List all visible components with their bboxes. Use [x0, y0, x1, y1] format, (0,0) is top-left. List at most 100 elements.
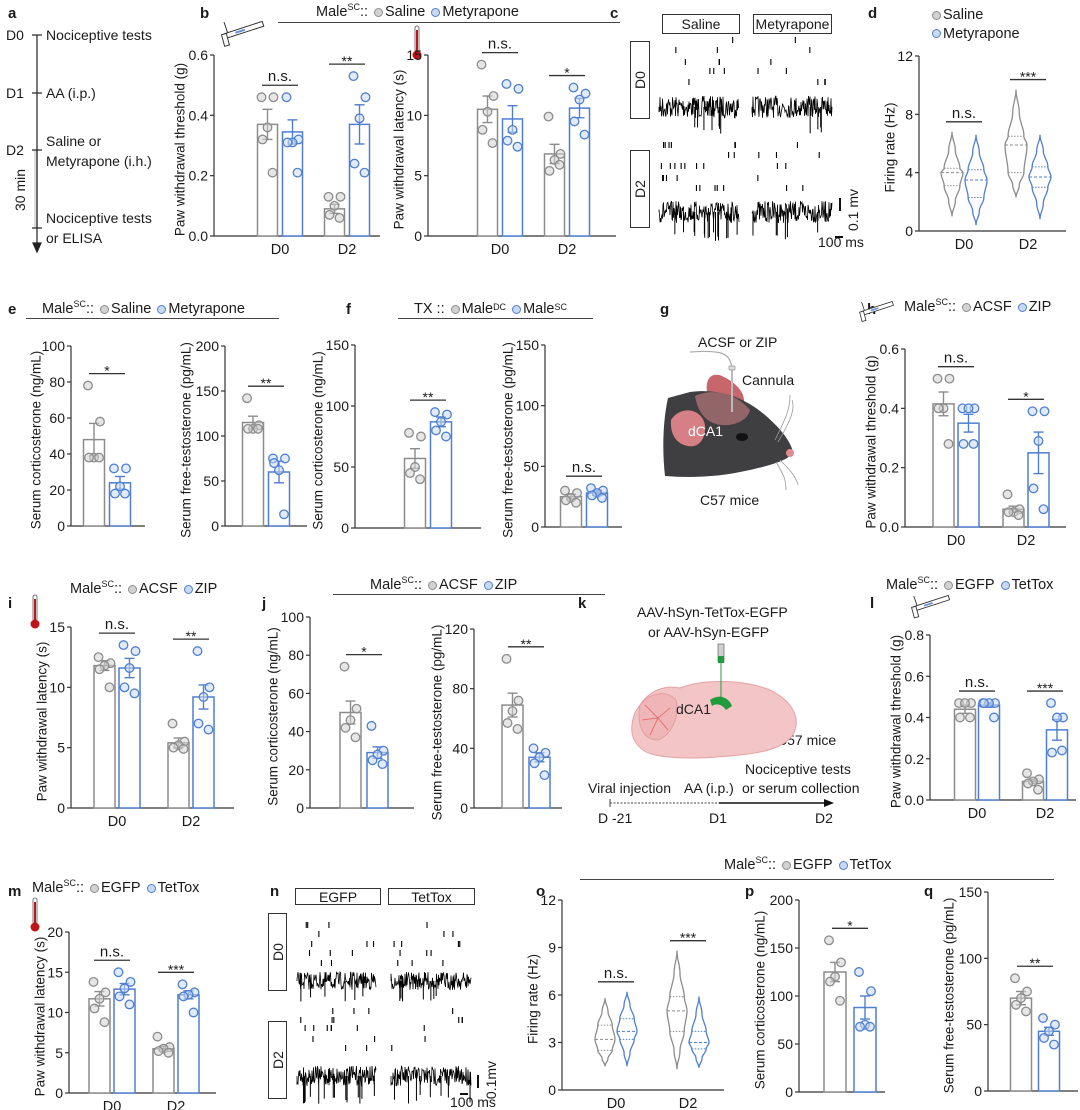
y-tick-label: 20 [288, 762, 304, 778]
electrophysiology-traces [296, 37, 833, 1104]
y-tick-label: 0.4 [880, 400, 900, 416]
significance-label: * [847, 917, 853, 933]
panel-label-k: k [578, 595, 587, 612]
data-point [1023, 778, 1033, 789]
data-point [152, 1031, 163, 1042]
data-point [84, 452, 94, 463]
data-point [153, 1046, 164, 1057]
bar-zip [957, 422, 980, 528]
violin-egfp [666, 950, 688, 1070]
y-axis-label: Paw withdrawal latency (s) [392, 70, 407, 230]
y-tick-label: 15 [47, 964, 63, 980]
data-point [360, 92, 371, 103]
violin-saline [940, 131, 964, 217]
y-tick-label: 150 [196, 383, 220, 399]
legend-group: MaleSC:: [316, 3, 368, 20]
data-point [436, 416, 446, 427]
data-point [501, 79, 512, 89]
data-point [597, 492, 607, 503]
y-tick-label: 0 [57, 518, 65, 534]
legend-item-label: Metyrapone [943, 25, 1020, 42]
legend-item: ACSF [422, 578, 478, 593]
tubing [689, 350, 733, 369]
data-point [1038, 1013, 1048, 1023]
timeline-day: D2 [815, 810, 833, 826]
violin-tettox [688, 996, 710, 1068]
panel-label-q: q [924, 883, 934, 900]
data-point [405, 468, 415, 479]
data-point [965, 712, 975, 723]
y-tick-label: 10 [47, 1005, 63, 1021]
data-point [119, 983, 130, 994]
data-point [968, 438, 979, 449]
legend-item: EGFP [84, 880, 141, 896]
legend-item: TetTox [141, 880, 200, 896]
y-tick-label: 10 [49, 679, 65, 695]
legend-item-label: EGFP [101, 880, 141, 896]
y-tick-label: 0.2 [905, 751, 925, 767]
legend-item-label: EGFP [793, 857, 833, 873]
y-tick-label: 200 [770, 892, 794, 908]
legend-e: MaleSC:: Saline Metyrapone [42, 300, 245, 317]
x-category-label: D0 [271, 242, 290, 258]
data-point [100, 987, 111, 998]
y-tick-label: 5 [414, 168, 422, 184]
significance-label: * [361, 644, 367, 660]
violin-egfp [594, 998, 616, 1067]
data-point [512, 141, 523, 152]
x-category-label: D0 [947, 533, 966, 549]
legend-group: MaleSC:: [70, 580, 122, 597]
spike-trace [296, 1065, 377, 1087]
data-point [167, 718, 178, 729]
data-point [163, 1047, 174, 1058]
legend-h: MaleSC:: ACSF ZIP [904, 298, 1051, 315]
x-category-label: D0 [491, 242, 510, 258]
x-category-label: D2 [338, 242, 357, 258]
legend-divider [333, 594, 605, 596]
x-category-label: D2 [558, 242, 577, 258]
data-point [1013, 510, 1024, 521]
spike-trace [296, 971, 377, 991]
data-point [960, 698, 970, 709]
data-point [94, 452, 104, 463]
x-category-label: D0 [103, 1099, 122, 1110]
y-tick-label: 120 [445, 621, 469, 637]
region-label: dCA1 [676, 701, 711, 717]
y-axis-label: Serum corticosterone (ng/mL) [753, 911, 768, 1090]
chart-o: 0 3 6 9 12 Firing rate (Hz) D0 n.s. D2 *** [526, 892, 724, 1110]
panel-label-o: o [536, 883, 546, 900]
timeline-day: D1 [709, 810, 727, 826]
legend-group: MaleSC:: [904, 298, 956, 315]
data-point [442, 409, 452, 420]
data-point [349, 158, 360, 169]
y-tick-label: 200 [196, 338, 220, 354]
data-point [1039, 1032, 1049, 1043]
data-point [119, 682, 130, 693]
data-point [543, 111, 554, 122]
y-axis-label: Serum free-testosterone (pg/mL) [430, 625, 445, 821]
data-point [1033, 436, 1044, 446]
data-point [587, 490, 597, 501]
von-frey-filament-icon [911, 594, 951, 619]
data-point [989, 712, 999, 723]
timeline-event: AA (i.p.) [684, 780, 734, 796]
legend-item-label: TetTox [1011, 577, 1054, 593]
day-box-d2: D2 [630, 150, 650, 228]
data-point [932, 373, 943, 384]
legend-item-label: TetTox [849, 857, 892, 873]
legend-item-label: TetTox [157, 880, 200, 896]
data-point [482, 106, 493, 117]
legend-divider [580, 879, 1054, 881]
scale-bar-time-label: 100 ms [450, 1094, 496, 1110]
y-axis-label: Paw withdrawal latency (s) [35, 642, 50, 802]
data-point [979, 698, 989, 709]
x-category-label: D2 [1019, 237, 1038, 253]
data-point [836, 957, 846, 968]
legend-item-label: ACSF [439, 577, 478, 593]
data-point [560, 485, 570, 496]
y-tick-label: 50 [966, 1017, 982, 1033]
data-point [335, 191, 346, 202]
